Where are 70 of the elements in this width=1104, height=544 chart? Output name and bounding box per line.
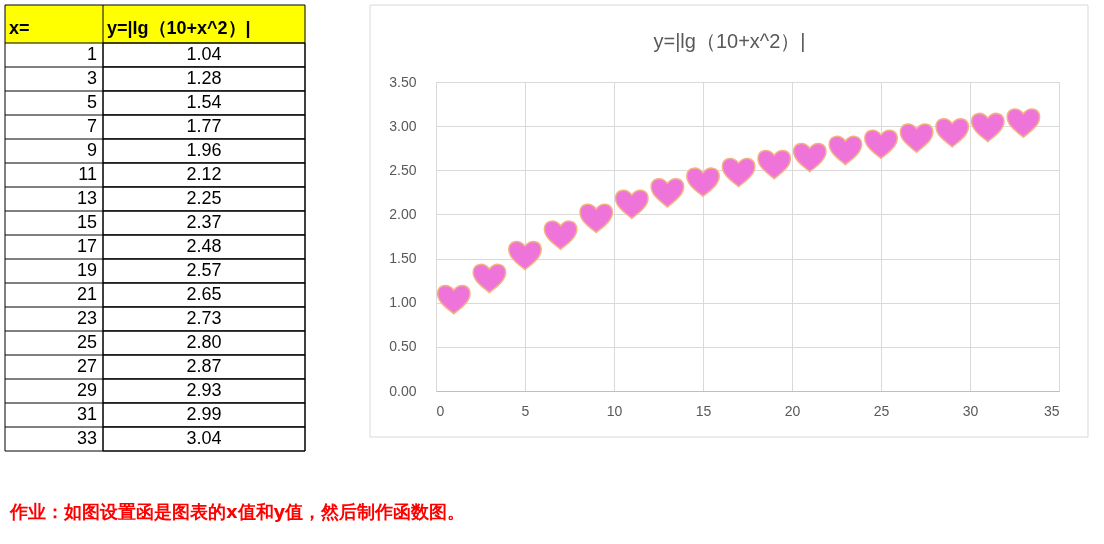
data-label: 3.04 [186, 428, 222, 448]
y-tick-label: 2.00 [389, 205, 417, 222]
y-tick-label: 1.50 [389, 250, 417, 267]
y-tick-label: 5 [86, 92, 97, 112]
point [614, 189, 649, 220]
point [757, 149, 792, 180]
y-tick-label: 0.50 [389, 338, 417, 355]
data-label: 2.99 [186, 404, 222, 424]
point [650, 178, 685, 208]
y-tick-label: 21 [76, 284, 97, 304]
data-label: 2.93 [186, 380, 222, 400]
point [543, 220, 578, 251]
text: 作业：如图设置函是图表的x值和y值，然后制作函数图。 [9, 501, 466, 522]
y-tick-label: 27 [76, 356, 97, 376]
y-tick-label: 29 [76, 380, 97, 400]
point [686, 167, 720, 198]
point [472, 263, 507, 294]
y-tick-label: 1 [86, 44, 97, 64]
data-label: 1.54 [186, 92, 222, 112]
point [508, 240, 542, 271]
data-label: 2.57 [186, 260, 222, 280]
x-tick-label: 25 [873, 402, 890, 419]
y-tick-label: 9 [86, 140, 97, 160]
point [721, 157, 756, 188]
data-label: 2.48 [186, 236, 222, 256]
y-axis-title: x= [9, 18, 30, 38]
point [970, 112, 1005, 143]
data-label: 1.04 [186, 44, 222, 64]
point [579, 203, 614, 234]
data-label: 2.87 [186, 356, 222, 376]
data-label: 2.37 [186, 212, 222, 232]
y-tick-label: 13 [76, 188, 97, 208]
y-tick-label: 7 [86, 116, 97, 136]
data-label: 2.65 [186, 284, 222, 304]
data-label: 1.28 [186, 68, 222, 88]
data-label: 2.12 [186, 164, 222, 184]
y-tick-label: 15 [76, 212, 97, 232]
data-label: 1.96 [186, 140, 222, 160]
y-tick-label: 19 [76, 260, 97, 280]
x-tick-label: 15 [695, 402, 712, 419]
data-label: 2.25 [186, 188, 222, 208]
y-tick-label: 0.00 [389, 382, 417, 399]
data-label: 2.73 [186, 308, 222, 328]
point [828, 135, 863, 166]
point [792, 142, 827, 173]
data-label: 2.80 [186, 332, 222, 352]
data-label: 1.77 [186, 116, 222, 136]
y-tick-label: 3 [86, 68, 97, 88]
y-tick-label: 33 [76, 428, 97, 448]
point [935, 117, 970, 148]
y-tick-label: 3.00 [389, 117, 417, 134]
x-tick-label: 5 [521, 402, 530, 419]
chart-title: y=|lg（10+x^2）| [653, 30, 806, 52]
y-tick-label: 3.50 [389, 73, 417, 90]
point [864, 129, 898, 160]
y-tick-label: 25 [76, 332, 97, 352]
y-tick-label: 31 [76, 404, 97, 424]
x-tick-label: 30 [962, 402, 979, 419]
x-tick-label: 10 [606, 402, 623, 419]
y-tick-label: 23 [76, 308, 97, 328]
x-tick-label: 0 [436, 402, 445, 419]
point [899, 123, 934, 153]
point [436, 284, 471, 315]
x-tick-label: 20 [784, 402, 801, 419]
y-tick-label: 17 [76, 236, 97, 256]
point [1006, 108, 1041, 138]
y-tick-label: 1.00 [389, 294, 417, 311]
x-tick-label: 35 [1043, 402, 1060, 419]
y-tick-label: 11 [78, 164, 97, 184]
y-tick-label: 2.50 [389, 161, 417, 178]
